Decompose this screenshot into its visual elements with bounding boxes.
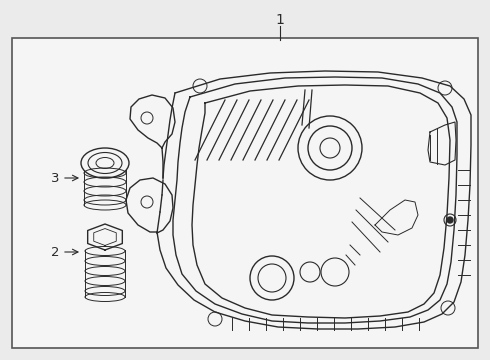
Text: 2: 2 xyxy=(51,246,59,258)
Text: 1: 1 xyxy=(275,13,284,27)
Bar xyxy=(12,38,478,348)
Text: 3: 3 xyxy=(51,171,59,185)
Circle shape xyxy=(447,217,453,223)
